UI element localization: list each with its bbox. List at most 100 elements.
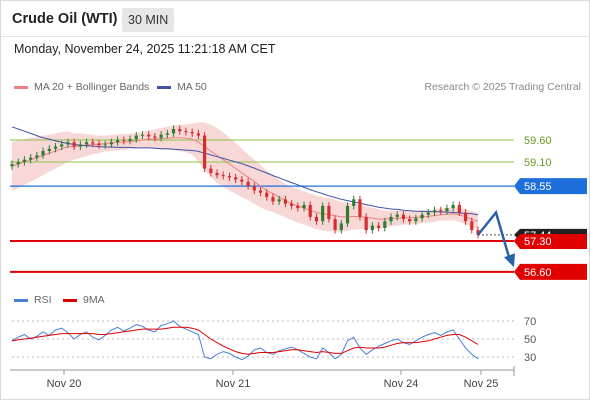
candle-body: [283, 199, 287, 204]
candle-body: [128, 139, 132, 141]
candle-body: [321, 205, 325, 222]
candle-body: [209, 168, 213, 173]
candle-body: [165, 133, 169, 135]
candle-body: [395, 214, 399, 217]
candle-body: [203, 135, 207, 169]
rsi-swatch-icon: [14, 298, 28, 302]
rsi-tick-30: 30: [524, 352, 536, 364]
candle-body: [463, 212, 468, 222]
candle-body: [221, 175, 225, 177]
candle-body: [190, 132, 194, 134]
candle-body: [60, 144, 64, 147]
time-tick-label-3: Nov 25: [464, 378, 499, 390]
candle-body: [122, 139, 126, 141]
candle-body: [308, 205, 312, 217]
candle-body: [445, 208, 449, 212]
level-tag-57.30-front: [514, 234, 587, 249]
bollinger-band: [12, 122, 478, 232]
level-label-57.30-front: 57.30: [524, 236, 552, 248]
candle-body: [401, 214, 406, 220]
candle-body: [414, 218, 418, 222]
candle-body: [265, 192, 269, 198]
candle-body: [376, 225, 381, 228]
candle-body: [234, 177, 238, 180]
level-label-59.60: 59.60: [524, 135, 552, 147]
candle-body: [451, 205, 455, 209]
instrument-title: Crude Oil (WTI): [12, 11, 118, 27]
candle-body: [10, 164, 14, 167]
widget-header: Crude Oil (WTI) 30 MIN: [1, 1, 589, 37]
time-tick-label-1: Nov 21: [216, 378, 251, 390]
level-label-58.55: 58.55: [524, 181, 552, 193]
candle-body: [29, 157, 33, 160]
candle-body: [358, 199, 362, 217]
candle-body: [84, 142, 89, 145]
ma20-line: [11, 137, 479, 222]
legend-ma50-label: MA 50: [177, 81, 207, 93]
copyright: Research © 2025 Trading Central: [424, 81, 581, 93]
candle-body: [476, 230, 480, 235]
candle-body: [47, 148, 51, 151]
header-divider: [1, 36, 589, 37]
rsi-ma-swatch-icon: [63, 298, 77, 302]
candle-body: [184, 131, 188, 133]
level-label-56.60: 56.60: [524, 267, 552, 279]
candle-body: [159, 134, 163, 138]
candle-body: [240, 179, 244, 182]
candle-body: [339, 223, 343, 231]
candle-body: [290, 203, 294, 206]
legend-rsi-ma: 9MA: [63, 294, 105, 306]
legend-bollinger: MA 20 + Bollinger Bands: [14, 81, 149, 93]
legend-rsi: RSI: [14, 294, 52, 306]
rsi-tick-50: 50: [524, 334, 536, 346]
candle-body: [370, 225, 374, 231]
candle-body: [140, 134, 145, 136]
legend-rsi-label: RSI: [34, 294, 52, 306]
level-tag-56.60: [514, 263, 587, 280]
candle-body: [72, 142, 76, 147]
time-tick-label-0: Nov 20: [47, 378, 82, 390]
candle-body: [277, 199, 281, 202]
candle-body: [364, 216, 368, 231]
candle-body: [91, 142, 95, 144]
candle-body: [345, 205, 350, 224]
candle-body: [408, 219, 412, 222]
candle-body: [41, 150, 45, 156]
candle-body: [432, 210, 437, 213]
candle-body: [227, 176, 232, 178]
projection-arrow-line: [477, 209, 511, 258]
timeframe-badge[interactable]: 30 MIN: [122, 8, 175, 32]
bollinger-swatch-icon: [14, 85, 28, 89]
candle-body: [147, 134, 151, 137]
candle-body: [426, 212, 430, 215]
candle-body: [457, 205, 461, 213]
candle-body: [134, 135, 138, 140]
candle-body: [153, 136, 157, 138]
candle-body: [252, 186, 256, 191]
candle-body: [439, 210, 443, 212]
candle-body: [314, 216, 319, 222]
candle-body: [389, 216, 393, 222]
rsi-tick-70: 70: [524, 316, 536, 328]
legend-bollinger-label: MA 20 + Bollinger Bands: [34, 81, 150, 93]
time-tick-label-2: Nov 24: [384, 378, 419, 390]
candle-body: [333, 219, 337, 231]
candle-body: [178, 128, 182, 132]
rsi-ma-line: [11, 326, 479, 355]
candle-body: [116, 139, 120, 143]
rsi-line: [11, 320, 479, 361]
candle-body: [35, 155, 39, 158]
candle-body: [196, 133, 200, 136]
candle-body: [296, 205, 300, 209]
candle-body: [16, 161, 20, 165]
candle-body: [66, 142, 70, 145]
candle-body: [215, 172, 219, 176]
level-label-59.10: 59.10: [524, 157, 552, 169]
candle-body: [246, 181, 250, 187]
candle-body: [302, 205, 306, 209]
candle-body: [53, 146, 58, 149]
candle-body: [470, 221, 474, 231]
candle-body: [420, 214, 424, 219]
candle-body: [78, 144, 82, 147]
